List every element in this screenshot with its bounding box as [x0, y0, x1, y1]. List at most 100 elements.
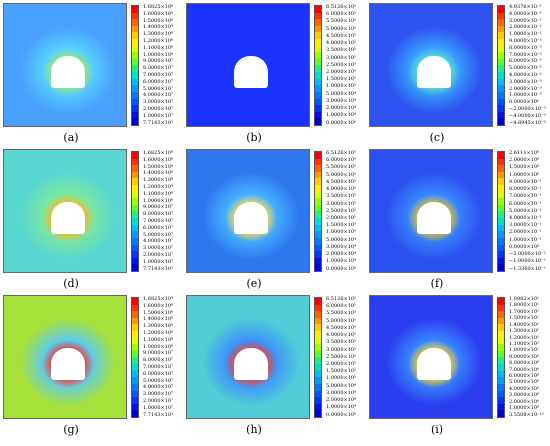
colorbar-tick-label: 1.1000×10⁸ — [143, 190, 174, 197]
colorbar-tick-label: 1.0000×10⁻² — [509, 31, 542, 38]
colorbar-swatch — [498, 98, 504, 106]
colorbar-tick-label: 4.0000×10⁷ — [143, 384, 174, 391]
colorbar-swatch — [315, 204, 321, 212]
colorbar-tick-label: 1.5000×10⁸ — [143, 309, 174, 316]
colorbar-swatch — [315, 311, 321, 318]
colorbar-tick-label: 3.5000×10⁵ — [326, 339, 357, 346]
colorbar-swatch — [315, 383, 321, 391]
colorbar-tick-label: 4.5000×10⁵ — [326, 324, 357, 331]
colorbar-swatch — [498, 357, 504, 365]
panel-caption: (i) — [430, 423, 444, 436]
colorbar-swatch — [315, 19, 321, 26]
colorbar-tick-label: 1.5000×10⁰ — [509, 164, 540, 171]
colorbar-swatch — [132, 58, 138, 66]
colorbar-swatch — [315, 191, 321, 199]
colorbar-tick-label: 1.8000×10¹ — [509, 302, 540, 309]
tunnel-opening — [51, 56, 85, 88]
colorbar-swatch — [132, 105, 138, 112]
panel-caption: (g) — [63, 423, 79, 436]
colorbar-swatch — [315, 344, 321, 351]
colorbar-tick-label: 6.0000×10⁷ — [143, 224, 174, 231]
colorbar-tick-label: 0.0000×10⁰ — [509, 243, 540, 250]
colorbar-swatch — [498, 32, 504, 40]
colorbar-tick-label: 7.0000×10⁷ — [143, 71, 174, 78]
colorbar-tick-label: 1.5000×10⁵ — [326, 368, 357, 375]
colorbar-tick-label: 5.0000×10⁴ — [326, 90, 357, 97]
colorbar-swatch — [315, 251, 321, 258]
panel-caption: (c) — [429, 131, 445, 144]
colorbar-tick-label: 1.2000×10⁸ — [143, 37, 174, 44]
panel-caption: (h) — [246, 423, 262, 436]
colorbar-swatch — [315, 171, 321, 179]
colorbar-tick-label: 7.0000×10⁷ — [143, 217, 174, 224]
colorbar-tick-label: 3.0000×10⁷ — [143, 245, 174, 252]
colorbar-tick-label: 3.0000×10⁵ — [326, 200, 357, 207]
colorbar-tick-label: 1.6825×10⁸ — [143, 296, 174, 302]
colorbar-swatch — [315, 211, 321, 219]
colorbar-tick-label: 6.5126×10⁵ — [326, 150, 357, 156]
colorbar — [131, 151, 139, 272]
colorbar-swatch — [132, 383, 138, 391]
panel-caption: (a) — [63, 131, 79, 144]
colorbar-swatch — [315, 257, 321, 265]
colorbar-swatch — [132, 198, 138, 205]
colorbar-swatch — [498, 152, 504, 159]
colorbar-tick-label: 3.0000×10⁷ — [143, 99, 174, 106]
colorbar-tick-label: −1.3360×10⁻¹ — [509, 265, 546, 272]
colorbar-swatch — [498, 231, 504, 238]
colorbar-tick-label: 1.3000×10⁸ — [143, 31, 174, 38]
colorbar-tick-label: 1.5000×10⁵ — [326, 76, 357, 83]
colorbar-tick-label: 1.6825×10⁸ — [143, 150, 174, 156]
colorbar-tick-labels: 1.6825×10⁸ 1.6000×10⁸ 1.5000×10⁸ 1.4000×10⁸… — [143, 296, 193, 418]
colorbar-swatch — [498, 377, 504, 384]
colorbar-tick-label: 1.0000×10⁸ — [143, 51, 174, 58]
colorbar-swatch — [132, 178, 138, 186]
colorbar-tick-label: 3.0000×10⁴ — [326, 389, 357, 396]
panel-caption: (b) — [246, 131, 262, 144]
colorbar-tick-label: 1.5000×10¹ — [509, 315, 540, 322]
colorbar-swatch — [315, 25, 321, 33]
colorbar-tick-label: 3.0000×10⁴ — [326, 243, 357, 250]
colorbar-swatch — [132, 298, 138, 305]
colorbar-swatch — [315, 185, 321, 192]
colorbar-swatch — [132, 185, 138, 192]
colorbar-tick-label: 0.0000×10⁰ — [509, 99, 540, 106]
colorbar-tick-label: 1.0000×10⁵ — [326, 229, 357, 236]
tunnel-opening — [234, 348, 268, 380]
colorbar-tick-label: 9.0000×10⁰ — [509, 353, 540, 360]
colorbar-swatch — [132, 91, 138, 99]
colorbar-swatch — [132, 111, 138, 119]
colorbar-tick-label: 9.0000×10⁷ — [143, 204, 174, 211]
colorbar-swatch — [498, 6, 504, 13]
colorbar-swatch — [132, 72, 138, 79]
colorbar-swatch — [132, 317, 138, 325]
colorbar-swatch — [315, 224, 321, 232]
colorbar-tick-label: 6.0000×10⁵ — [326, 303, 357, 310]
colorbar-tick-label: 1.2000×10⁸ — [143, 329, 174, 336]
colorbar-swatch — [315, 72, 321, 79]
colorbar-swatch — [132, 98, 138, 106]
colorbar-swatch — [315, 370, 321, 378]
colorbar-swatch — [498, 251, 504, 258]
colorbar-swatch — [498, 198, 504, 205]
colorbar-tick-label: 8.0000×10⁷ — [143, 211, 174, 218]
colorbar-tick-label: 9.0000×10⁷ — [143, 58, 174, 65]
contour-plot — [369, 149, 493, 273]
colorbar-swatch — [498, 410, 504, 417]
colorbar-tick-label: 9.0000×10⁻³ — [509, 37, 542, 44]
colorbar-swatch — [132, 65, 138, 73]
colorbar-tick-label: 1.6825×10⁸ — [143, 4, 174, 10]
colorbar-swatch — [315, 6, 321, 13]
colorbar-tick-labels: 6.5126×10⁵ 6.0000×10⁵ 5.5000×10⁵ 5.0000×10⁵… — [326, 296, 376, 418]
colorbar-tick-labels: 1.8982×10¹ 1.8000×10¹ 1.7000×10¹ 1.5000×10¹… — [509, 296, 550, 418]
colorbar-swatch — [132, 251, 138, 258]
colorbar-swatch — [315, 118, 321, 125]
colorbar-tick-label: 1.4000×10⁸ — [143, 316, 174, 323]
colorbar-swatch — [498, 257, 504, 265]
colorbar-swatch — [315, 12, 321, 20]
colorbar-swatch — [498, 331, 504, 338]
contour-plot — [186, 295, 310, 419]
colorbar-tick-label: 4.9376×10⁻² — [509, 4, 542, 10]
colorbar-tick-label: 2.0000×10⁷ — [143, 397, 174, 404]
colorbar-tick-label: 6.5126×10⁵ — [326, 296, 357, 302]
